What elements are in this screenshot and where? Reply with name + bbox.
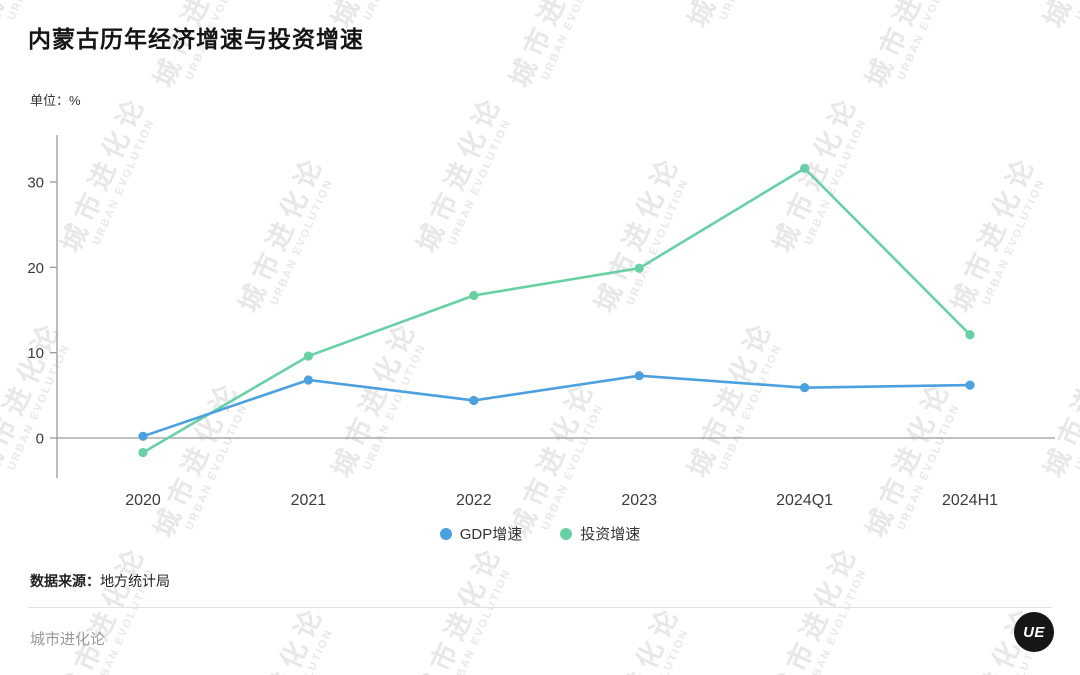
x-tick-label: 2021	[291, 492, 327, 509]
unit-label: 单位：%	[30, 93, 81, 108]
footer-divider	[28, 607, 1052, 608]
投资增速-point	[303, 351, 313, 361]
投资增速-line	[141, 167, 972, 454]
GDP增速-point	[469, 395, 479, 406]
GDP增速-point	[965, 380, 975, 390]
x-tick-label: 2022	[456, 492, 492, 509]
x-tick-label: 2024Q1	[776, 492, 833, 509]
brand-name: 城市进化论	[30, 631, 106, 648]
x-tick-label: 2024H1	[942, 492, 998, 509]
x-tick-label: 2023	[621, 492, 657, 509]
brand-logo: UE	[1014, 612, 1054, 652]
data-source-label: 数据来源：	[30, 573, 100, 589]
data-source-value: 地方统计局	[100, 573, 170, 589]
x-tick-label: 2020	[125, 492, 161, 509]
y-tick-label: 10	[27, 345, 44, 362]
legend: GDP增速 投资增速	[0, 523, 1080, 544]
chart-title: 内蒙古历年经济增速与投资增速	[28, 26, 364, 52]
legend-item-gdp[interactable]: GDP增速	[439, 523, 523, 544]
GDP增速-point	[303, 375, 313, 385]
data-source: 数据来源：地方统计局	[30, 571, 170, 591]
legend-label: GDP增速	[459, 526, 523, 543]
GDP增速-point	[138, 431, 148, 441]
投资增速-point	[965, 330, 975, 340]
y-tick-label: 20	[27, 260, 44, 277]
投资增速-point	[469, 290, 479, 301]
legend-label: 投资增速	[580, 526, 641, 543]
y-tick-label: 0	[36, 431, 44, 448]
legend-item-investment[interactable]: 投资增速	[560, 523, 640, 544]
GDP增速-point	[634, 371, 644, 381]
y-tick-label: 30	[27, 175, 44, 192]
投资增速-point	[800, 163, 810, 173]
投资增速-point	[138, 447, 148, 458]
GDP增速-line	[141, 374, 972, 438]
GDP增速-point	[800, 383, 810, 393]
logo-text: UE	[1023, 623, 1045, 641]
legend-marker	[439, 527, 452, 540]
投资增速-point	[634, 263, 644, 273]
legend-marker	[560, 527, 573, 540]
